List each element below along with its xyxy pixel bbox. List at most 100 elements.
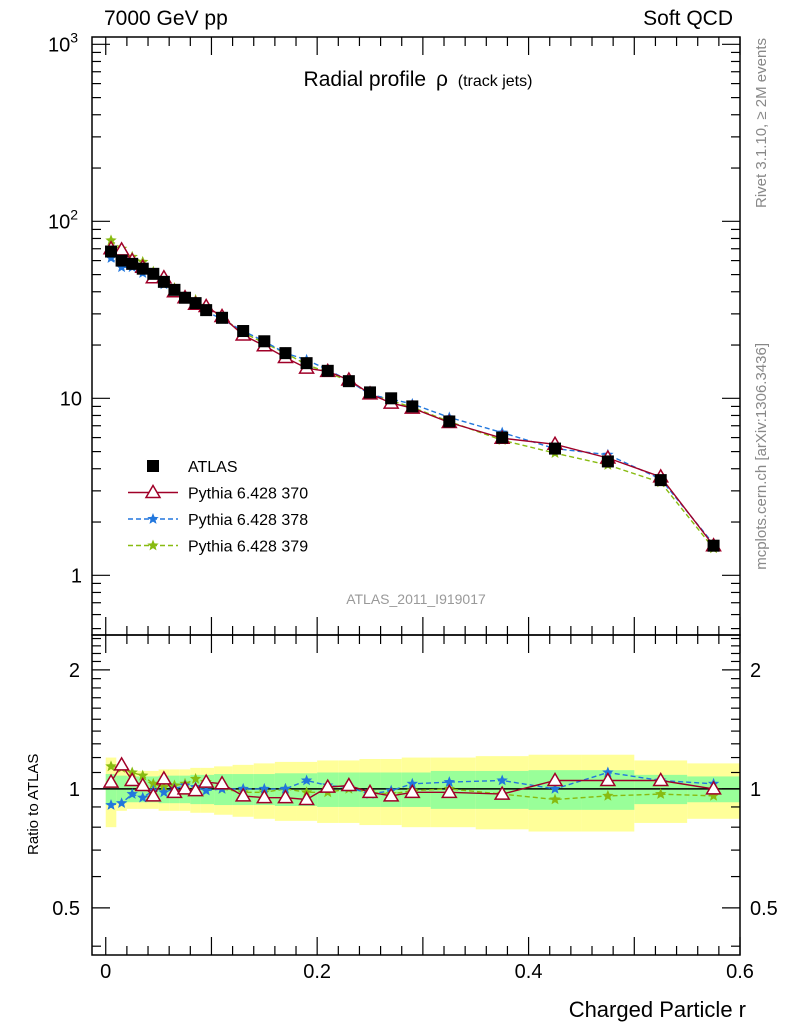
data-point: [200, 304, 213, 317]
ratio-point: [134, 776, 152, 792]
ratio-point: [277, 789, 294, 804]
data-point: [126, 257, 139, 270]
ratio-y-tick-label: 0.5: [52, 898, 80, 920]
series-line: [110, 239, 715, 549]
legend-entry-pythia-6-428-378: Pythia 6.428 378: [128, 512, 308, 529]
x-tick-label: 0.2: [303, 961, 331, 983]
ratio-point: [602, 766, 614, 778]
data-point: [385, 392, 398, 405]
x-tick-label: 0.4: [515, 961, 543, 983]
plot-title: Radial profile ρ (track jets): [304, 68, 533, 91]
ratio-point: [147, 777, 159, 789]
ratio-point: [145, 787, 162, 802]
data-point: [300, 357, 313, 370]
legend-entry-pythia-6-428-370: Pythia 6.428 370: [128, 484, 308, 503]
data-point: [115, 254, 128, 267]
ratio-point: [189, 772, 202, 784]
data-point: [189, 297, 202, 310]
x-axis-label: Charged Particle r: [569, 997, 746, 1022]
legend-entry-atlas: ATLAS: [147, 459, 238, 476]
ratio-point: [546, 771, 564, 787]
ratio-plot-frame: [91, 634, 741, 956]
y-tick-label: 102: [48, 206, 78, 233]
ratio-point: [652, 771, 670, 787]
x-tick-label: 0: [100, 961, 111, 983]
x-tick-label: 0.6: [726, 961, 754, 983]
legend-label: ATLAS: [188, 459, 238, 476]
ratio-point: [406, 777, 418, 789]
ratio-point: [440, 783, 458, 799]
ratio-y-tick-label-right: 0.5: [750, 898, 778, 920]
ratio-point: [102, 773, 120, 788]
ratio-point: [707, 789, 720, 801]
title-sub: (track jets): [458, 73, 533, 90]
data-point: [342, 375, 355, 388]
data-point: [279, 347, 292, 360]
data-point: [496, 431, 509, 444]
title-main: Radial profile: [304, 68, 427, 91]
ratio-point: [319, 778, 337, 793]
ratio-point: [361, 783, 379, 799]
data-point: [601, 455, 614, 468]
ratio-point: [105, 799, 117, 810]
ratio-point: [176, 780, 194, 795]
data-point: [168, 283, 181, 296]
data-point: [136, 262, 149, 275]
ratio-point: [279, 782, 292, 794]
data-point: [321, 364, 334, 377]
energy-label: 7000 GeV pp: [104, 7, 228, 30]
legend-marker: [144, 484, 162, 499]
category-label: Soft QCD: [643, 7, 733, 30]
rivet-label: Rivet 3.1.10, ≥ 2M events: [753, 38, 770, 208]
ratio-point: [234, 787, 252, 802]
ratio-y-tick-label-right: 1: [750, 779, 761, 801]
ratio-point: [300, 774, 313, 786]
ratio-point: [705, 780, 722, 795]
data-point: [549, 442, 562, 455]
ratio-point: [599, 771, 617, 787]
ratio-point: [105, 760, 117, 772]
ratio-y-tick-label: 2: [69, 660, 80, 682]
legend-marker: [147, 513, 159, 524]
series-atlas: [105, 245, 720, 552]
ratio-point: [340, 776, 358, 792]
ratio-point: [200, 784, 212, 796]
data-point: [216, 311, 229, 324]
ratio-point: [496, 774, 508, 786]
ratio-plot-data: [102, 756, 722, 810]
data-point: [406, 400, 419, 413]
analysis-id: ATLAS_2011_I919017: [346, 591, 486, 607]
legend-marker: [147, 539, 159, 551]
ratio-point: [549, 793, 561, 805]
ratio-point: [126, 766, 138, 778]
ratio-point: [197, 773, 215, 788]
legend-label: Pythia 6.428 370: [188, 486, 308, 503]
legend-entry-pythia-6-428-379: Pythia 6.428 379: [128, 539, 308, 556]
ratio-y-tick-label-right: 2: [750, 660, 761, 682]
data-point: [157, 275, 170, 288]
main-plot-data: [102, 234, 722, 554]
ratio-point: [549, 782, 561, 794]
ratio-point: [123, 771, 141, 787]
ratio-point: [113, 756, 130, 771]
y-tick-label: 103: [48, 29, 78, 56]
ratio-point: [602, 789, 614, 801]
ratio-point: [126, 788, 138, 799]
ratio-point: [258, 782, 270, 794]
series-pythia-6-428-379: [105, 234, 720, 554]
ratio-point: [158, 786, 170, 798]
ratio-point: [115, 797, 128, 808]
ratio-point: [137, 769, 149, 781]
legend-marker: [147, 460, 159, 472]
data-point: [443, 415, 456, 428]
ratio-point: [655, 788, 667, 799]
legend: ATLAS Pythia 6.428 370 Pythia 6.428 378 Pyt…: [128, 459, 308, 556]
data-point: [105, 245, 118, 258]
ratio-point: [187, 782, 204, 797]
ratio-y-axis-label: Ratio to ATLAS: [25, 754, 42, 855]
data-point: [237, 325, 250, 338]
y-tick-label: 10: [60, 388, 82, 410]
ratio-point: [298, 790, 315, 806]
data-point: [364, 386, 377, 399]
title-symbol: ρ: [436, 68, 448, 91]
